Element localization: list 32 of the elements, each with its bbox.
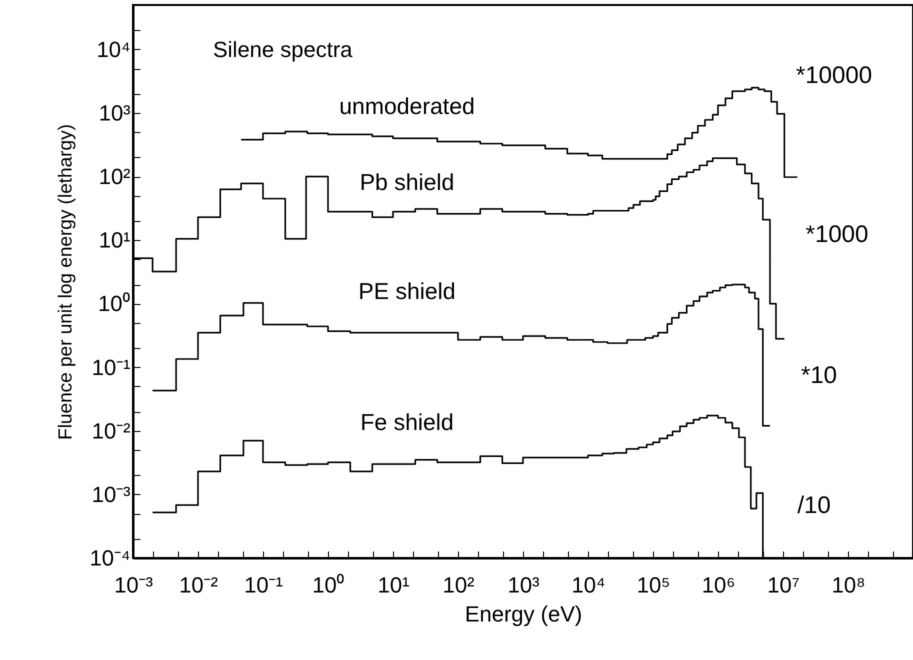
annotation: *1000 — [806, 221, 868, 248]
annotation: /10 — [797, 492, 831, 519]
y-tick-label: 10⁻¹ — [92, 354, 130, 380]
x-tick-label: 10⁶ — [702, 572, 736, 598]
series-label: PE shield — [358, 278, 456, 304]
y-tick-label: 10³ — [98, 100, 130, 126]
y-tick-label: 10¹ — [98, 228, 130, 253]
y-tick-label: 10⁴ — [96, 36, 130, 62]
series-label: Fe shield — [360, 409, 454, 435]
x-tick-label: 10⁰ — [312, 572, 345, 598]
series-label: unmoderated — [339, 93, 475, 119]
series-label: Pb shield — [360, 169, 454, 195]
x-tick-label: 10⁻¹ — [244, 572, 283, 598]
x-tick-label: 10⁸ — [832, 572, 866, 598]
annotation: Silene spectra — [213, 37, 354, 62]
x-tick-label: 10² — [442, 572, 474, 598]
y-tick-label: 10⁰ — [98, 291, 130, 316]
x-tick-label: 10⁵ — [636, 572, 670, 598]
y-tick-label: 10⁻² — [92, 418, 130, 444]
x-axis-title: Energy (eV) — [464, 602, 582, 626]
x-tick-label: 10¹ — [378, 572, 410, 598]
x-tick-label: 10⁴ — [572, 572, 606, 598]
annotation: *10000 — [796, 62, 872, 89]
y-tick-label: 10⁻³ — [92, 482, 130, 507]
y-axis-title: Fluence per unit log energy (lethargy) — [56, 124, 77, 440]
x-tick-label: 10³ — [508, 572, 540, 598]
y-tick-label: 10⁻⁴ — [90, 546, 130, 570]
x-tick-label: 10⁷ — [767, 572, 800, 598]
annotation: *10 — [800, 362, 838, 389]
x-tick-label: 10⁻² — [179, 572, 218, 598]
y-tick-label: 10² — [98, 164, 130, 190]
x-tick-label: 10⁻³ — [114, 572, 153, 598]
